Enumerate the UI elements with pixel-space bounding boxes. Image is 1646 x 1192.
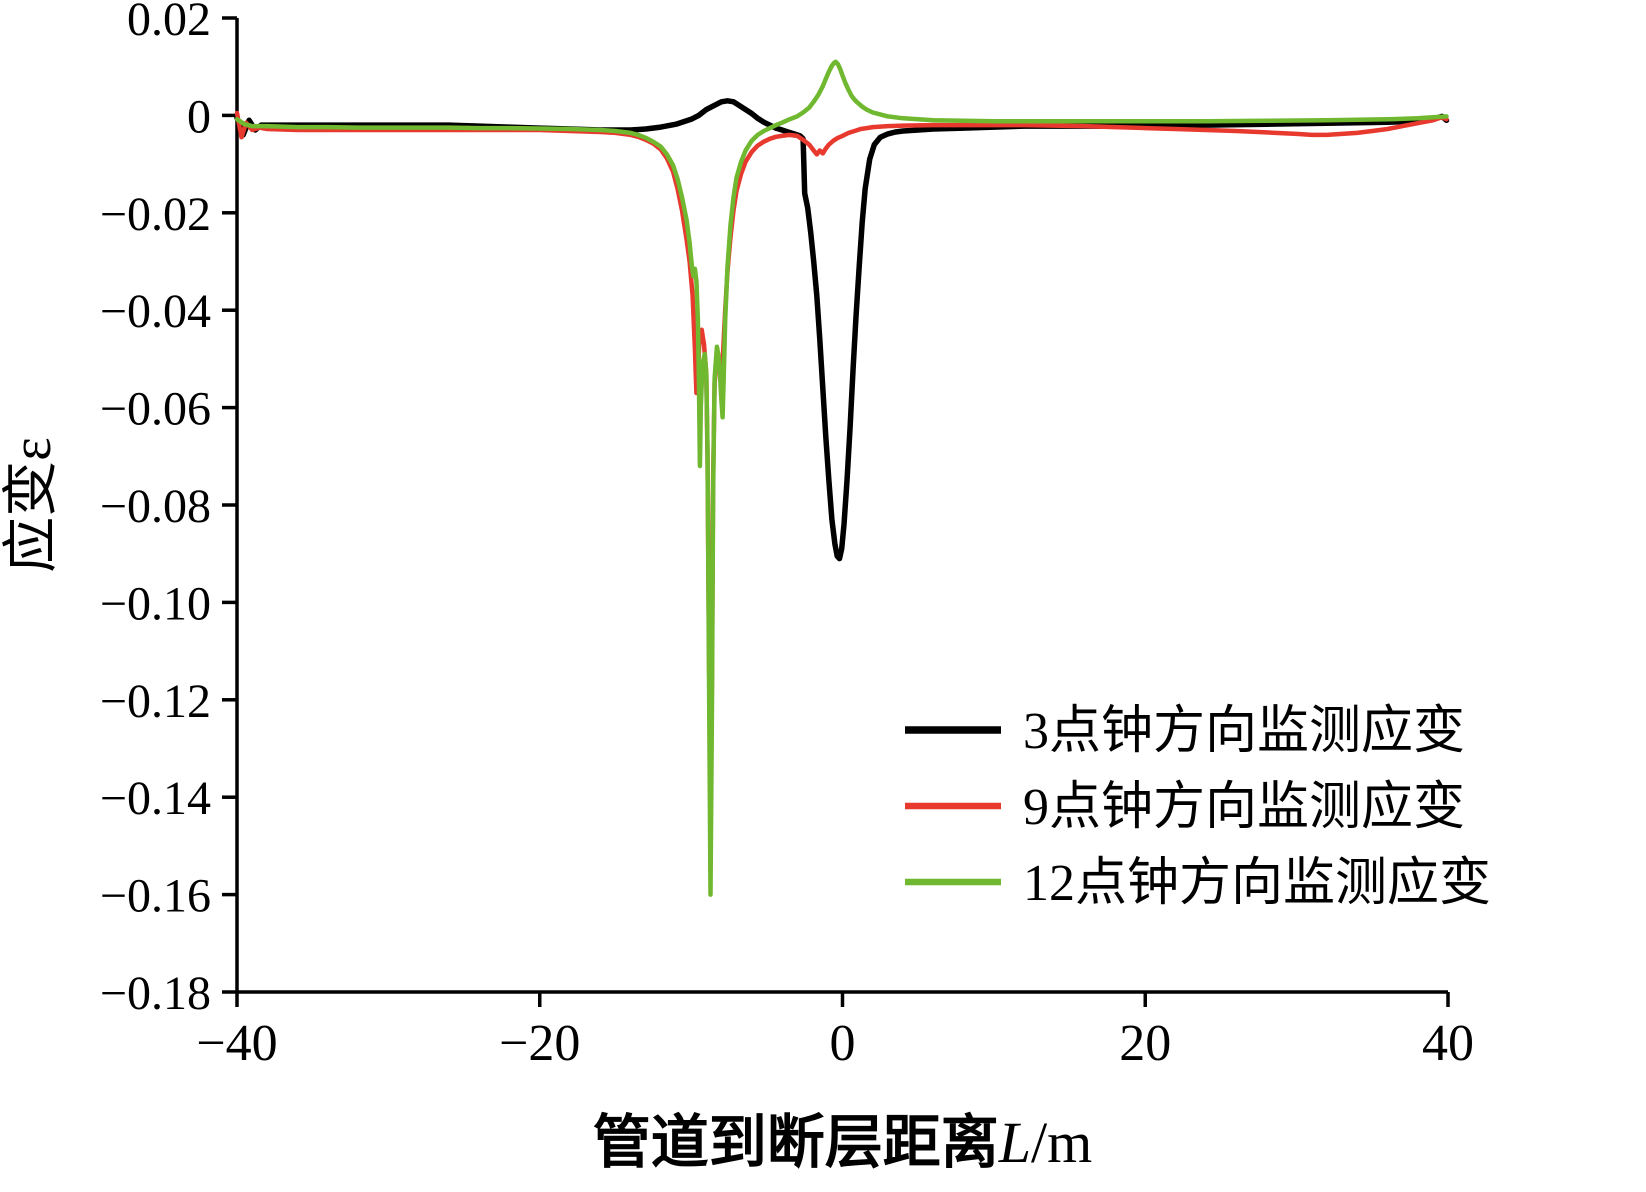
x-tick-label: 40 bbox=[1422, 1015, 1474, 1072]
y-tick-label: −0.04 bbox=[100, 285, 211, 338]
legend-label-9-oclock: 9点钟方向监测应变 bbox=[1023, 779, 1465, 836]
y-tick-label: 0.02 bbox=[127, 0, 211, 46]
y-tick-label: −0.14 bbox=[100, 772, 211, 825]
y-axis-label: 应变ε bbox=[1, 437, 63, 573]
x-tick-label: −40 bbox=[196, 1015, 277, 1072]
series-line-12-oclock bbox=[234, 59, 1449, 897]
x-tick-label: 20 bbox=[1119, 1015, 1171, 1072]
y-tick-label: −0.02 bbox=[100, 188, 211, 241]
series-line-3-oclock bbox=[234, 98, 1450, 562]
y-tick-label: 0 bbox=[187, 90, 211, 143]
legend-label-3-oclock: 3点钟方向监测应变 bbox=[1023, 703, 1465, 760]
legend-label-12-oclock: 12点钟方向监测应变 bbox=[1023, 855, 1491, 912]
y-tick-label: −0.06 bbox=[100, 383, 211, 436]
x-tick-label: 0 bbox=[830, 1015, 856, 1072]
x-tick-label: −20 bbox=[499, 1015, 580, 1072]
y-tick-label: −0.08 bbox=[100, 480, 211, 533]
y-tick-label: −0.16 bbox=[100, 870, 211, 923]
x-axis-label: 管道到断层距离L/m bbox=[593, 1110, 1093, 1175]
y-tick-label: −0.12 bbox=[100, 675, 211, 728]
y-tick-label: −0.18 bbox=[100, 967, 211, 1020]
y-tick-label: −0.10 bbox=[100, 577, 211, 630]
